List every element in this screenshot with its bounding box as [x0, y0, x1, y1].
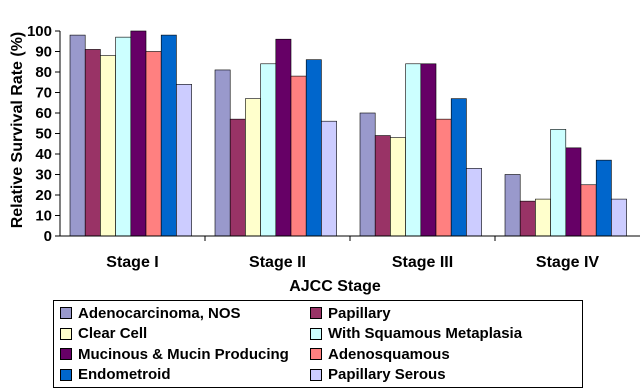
bars — [69, 30, 627, 237]
y-tick-label: 80 — [35, 64, 52, 81]
y-tick-label: 60 — [35, 105, 52, 122]
bar — [115, 36, 132, 237]
bar — [176, 84, 192, 237]
bar — [245, 98, 261, 237]
legend-label: Mucinous & Mucin Producing — [78, 345, 289, 363]
y-tick-label: 0 — [44, 228, 52, 245]
legend-swatch — [310, 348, 322, 360]
bar — [290, 75, 307, 237]
bar — [69, 34, 86, 237]
legend-item: Endometroid — [60, 365, 171, 385]
legend-item: Adenosquamous — [310, 344, 450, 364]
x-axis-label: AJCC Stage — [289, 278, 381, 295]
legend-swatch — [310, 307, 322, 319]
x-category-label: Stage III — [392, 254, 453, 271]
bar — [595, 159, 612, 237]
y-tick-label: 40 — [35, 146, 52, 163]
bar — [565, 147, 582, 237]
legend-item: Papillary Serous — [310, 365, 446, 385]
x-axis-categories: Stage I Stage II Stage III Stage IV — [106, 236, 599, 271]
y-axis-label: Relative Survival Rate (%) — [9, 32, 26, 229]
x-category-label: Stage IV — [536, 254, 599, 271]
y-tick-label: 30 — [35, 167, 52, 184]
legend-swatch — [310, 368, 322, 381]
legend-swatch — [60, 348, 72, 360]
bar — [466, 168, 482, 237]
legend-label: With Squamous Metaplasia — [328, 325, 523, 342]
bar — [145, 51, 162, 237]
legend-item: Mucinous & Mucin Producing — [60, 344, 289, 364]
x-category-label: Stage I — [106, 254, 158, 271]
bar — [535, 198, 551, 237]
legend: Adenocarcinoma, NOS Papillary Clear Cell Wi… — [53, 300, 583, 388]
legend-swatch — [60, 327, 72, 340]
y-tick-label: 70 — [35, 85, 52, 102]
bar — [359, 112, 376, 237]
bar — [550, 129, 567, 237]
legend-item: Papillary — [310, 303, 391, 323]
bar — [260, 63, 277, 237]
legend-label: Clear Cell — [78, 325, 148, 342]
y-axis-ticks: 0 10 20 30 40 50 60 70 80 90 100 — [27, 23, 60, 245]
legend-swatch — [60, 307, 72, 319]
y-tick-label: 50 — [35, 126, 52, 143]
legend-item: Clear Cell — [60, 324, 147, 344]
bar — [420, 63, 437, 237]
bar — [100, 55, 116, 237]
x-category-label: Stage II — [249, 254, 306, 271]
y-tick-label: 10 — [35, 208, 52, 225]
y-tick-label: 20 — [35, 187, 52, 204]
legend-item: With Squamous Metaplasia — [310, 324, 522, 344]
bar — [450, 98, 467, 237]
bar — [504, 174, 521, 237]
bar — [160, 34, 177, 237]
bar — [611, 198, 627, 237]
bar — [305, 59, 322, 237]
bar — [84, 49, 101, 237]
bar — [580, 184, 597, 237]
legend-label: Papillary Serous — [328, 366, 446, 383]
y-tick-label: 100 — [27, 23, 52, 40]
legend-swatch — [310, 327, 322, 340]
legend-label: Endometroid — [78, 366, 171, 383]
bar — [130, 30, 147, 237]
bar — [435, 118, 452, 237]
bar — [405, 63, 422, 237]
bar — [214, 69, 231, 237]
bar — [275, 38, 292, 237]
legend-label: Adenosquamous — [328, 345, 450, 363]
bar — [390, 137, 406, 237]
y-tick-label: 90 — [35, 44, 52, 61]
legend-label: Papillary — [328, 304, 391, 322]
legend-swatch — [60, 368, 72, 381]
bar — [519, 200, 536, 237]
bar — [374, 135, 391, 237]
legend-item: Adenocarcinoma, NOS — [60, 303, 241, 323]
bar — [229, 118, 246, 237]
bar — [321, 120, 337, 237]
legend-label: Adenocarcinoma, NOS — [78, 304, 241, 322]
